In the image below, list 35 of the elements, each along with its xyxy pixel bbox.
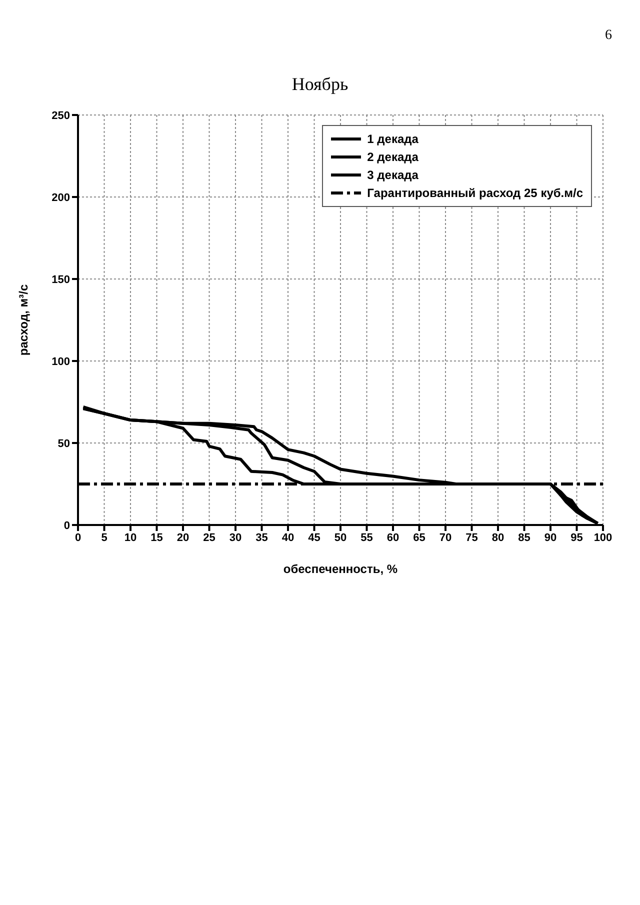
x-tick-label: 85: [518, 532, 530, 544]
x-tick-label: 25: [203, 532, 216, 544]
x-tick-label: 80: [492, 532, 504, 544]
x-tick-label: 60: [386, 532, 400, 544]
legend-label: 2 декада: [367, 149, 418, 166]
legend-label: 1 декада: [367, 131, 418, 148]
x-tick-label: 70: [439, 532, 452, 544]
y-tick-label: 0: [64, 520, 70, 532]
x-tick-label: 5: [101, 532, 108, 544]
legend-label: Гарантированный расход 25 куб.м/с: [367, 185, 583, 202]
x-tick-label: 45: [308, 532, 320, 544]
x-tick-label: 90: [544, 532, 557, 544]
x-tick-label: 15: [150, 532, 163, 544]
x-tick-label: 55: [360, 532, 373, 544]
y-axis-title: расход, м³/с: [16, 284, 30, 356]
x-axis-title: обеспеченность, %: [283, 562, 398, 576]
chart-title: Ноябрь: [290, 74, 350, 95]
y-tick-label: 50: [58, 438, 70, 450]
y-tick-label: 150: [52, 274, 70, 286]
x-tick-label: 100: [594, 532, 612, 544]
x-tick-label: 20: [176, 532, 190, 544]
text: 6: [604, 27, 613, 44]
x-tick-label: 50: [334, 532, 347, 544]
x-tick-label: 75: [466, 532, 478, 544]
x-tick-label: 30: [229, 532, 242, 544]
x-tick-label: 10: [124, 532, 137, 544]
x-tick-label: 95: [570, 532, 583, 544]
x-tick-label: 35: [256, 532, 268, 544]
y-tick-label: 250: [52, 110, 70, 122]
y-tick-label: 100: [52, 356, 70, 368]
legend-label: 3 декада: [367, 167, 418, 184]
y-tick-label: 200: [52, 192, 70, 204]
x-tick-label: 65: [413, 532, 426, 544]
x-tick-label: 0: [74, 532, 82, 544]
x-tick-label: 40: [282, 532, 294, 544]
